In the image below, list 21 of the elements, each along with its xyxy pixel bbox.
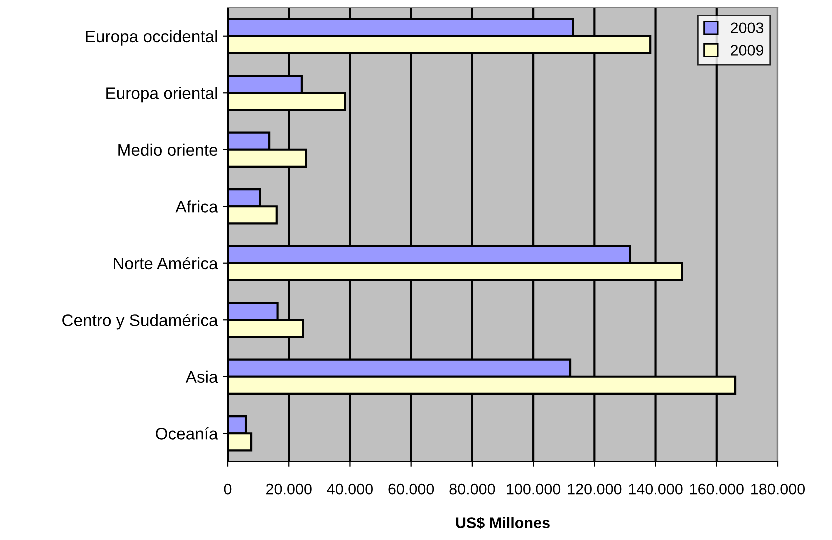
legend-label: 2003 bbox=[731, 22, 764, 34]
x-tick-label: 120.000 bbox=[568, 484, 622, 495]
y-tick-label: Europa occidental bbox=[86, 30, 218, 46]
x-tick-label: 0 bbox=[224, 484, 232, 495]
legend-label: 2009 bbox=[731, 45, 764, 56]
y-tick-label: Medio oriente bbox=[118, 144, 218, 156]
x-axis-title: US$ Millones bbox=[456, 516, 550, 530]
x-tick-label: 100.000 bbox=[507, 484, 561, 495]
y-tick-label: Europa oriental bbox=[106, 87, 218, 103]
y-tick-label: Asia bbox=[186, 370, 218, 384]
x-tick-label: 40.000 bbox=[327, 484, 373, 495]
x-tick-label: 160.000 bbox=[690, 484, 744, 495]
x-tick-label: 80.000 bbox=[450, 484, 496, 495]
y-tick-label: Centro y Sudamérica bbox=[62, 314, 218, 330]
y-tick-label: Norte América bbox=[114, 257, 218, 270]
y-tick-label: Oceanía bbox=[156, 427, 218, 440]
y-tick-label: Africa bbox=[176, 200, 218, 213]
x-tick-label: 180.000 bbox=[752, 484, 806, 495]
x-tick-label: 60.000 bbox=[388, 484, 434, 495]
x-tick-label: 20.000 bbox=[266, 484, 312, 495]
x-tick-label: 140.000 bbox=[629, 484, 683, 495]
